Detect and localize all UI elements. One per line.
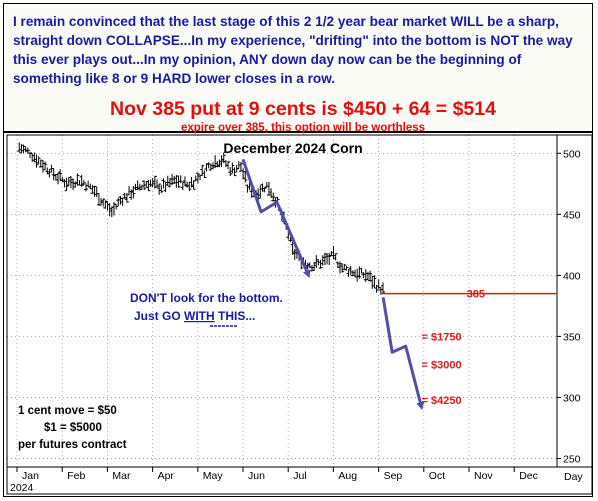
y-axis-ticks: 250 300 350 400 450 500	[557, 148, 581, 465]
price-bar	[101, 198, 106, 207]
price-bar	[357, 266, 362, 279]
price-bar	[228, 166, 233, 177]
price-bar	[368, 270, 373, 282]
x-tick-label-Nov: Nov	[474, 470, 493, 482]
contract-note-3: per futures contract	[18, 439, 127, 451]
callout-line-2-prefix: Just GO	[134, 309, 184, 323]
x-axis-ticks: Jan Feb Mar Apr May Jun Jul Aug Sep Oct Nov Dec	[16, 467, 538, 482]
price-bar	[21, 144, 26, 154]
x-tick-label-May: May	[203, 470, 224, 482]
price-bar	[64, 177, 69, 192]
price-bar	[230, 162, 235, 174]
x-axis-year-label: 2024	[10, 482, 34, 494]
price-bar	[327, 252, 332, 266]
x-axis-period-label: Day	[564, 471, 583, 483]
price-bar	[195, 172, 200, 184]
x-tick-label-Apr: Apr	[158, 470, 175, 482]
price-bar	[191, 180, 196, 190]
y-tick-label-300: 300	[563, 392, 581, 404]
price-bar	[103, 200, 108, 209]
contract-note-2: $1 = $5000	[44, 422, 102, 434]
x-tick-label-Jun: Jun	[248, 470, 265, 482]
price-bar	[92, 185, 97, 197]
x-tick-label-Mar: Mar	[112, 470, 131, 482]
chart-title: December 2024 Corn	[223, 140, 362, 156]
x-tick-label-Oct: Oct	[429, 470, 445, 482]
x-tick-label-Feb: Feb	[67, 470, 85, 482]
y-tick-label-450: 450	[563, 209, 581, 221]
x-tick-label-Dec: Dec	[519, 470, 538, 482]
option-value-label-2: = $3000	[422, 359, 462, 371]
price-bar	[372, 275, 377, 289]
commentary-text: I remain convinced that the last stage o…	[13, 14, 573, 86]
price-bar	[142, 180, 147, 190]
price-bar	[342, 263, 347, 271]
price-bar	[43, 161, 48, 170]
y-tick-label-400: 400	[563, 270, 581, 282]
x-axis-panel	[6, 466, 593, 495]
projection-arrows	[241, 158, 425, 411]
price-bar	[131, 185, 136, 199]
price-bar	[221, 152, 226, 164]
contract-note-1: 1 cent move = $50	[18, 405, 117, 417]
price-bar	[36, 156, 41, 165]
price-bar	[58, 169, 63, 182]
price-bar	[83, 183, 88, 192]
x-tick-label-Aug: Aug	[338, 470, 357, 482]
price-bar	[344, 265, 349, 271]
trade-subline: expire over 385, this option will be wor…	[180, 122, 426, 134]
price-bar	[146, 179, 151, 192]
price-bar	[28, 152, 33, 159]
price-bar	[238, 161, 243, 172]
callout-line-2-emphasis: WITH	[184, 309, 215, 323]
price-bar	[381, 282, 386, 294]
price-bar	[271, 192, 276, 202]
x-tick-label-Jan: Jan	[22, 470, 39, 482]
price-bar	[81, 180, 86, 186]
option-value-label-1: = $1750	[422, 331, 462, 343]
price-bar	[202, 170, 207, 178]
price-bar	[176, 175, 181, 188]
option-value-labels: = $1750 = $3000 = $4250	[422, 331, 462, 406]
price-bar	[25, 147, 30, 154]
price-bar	[159, 185, 164, 193]
price-bar	[178, 175, 183, 184]
price-bar	[187, 181, 192, 192]
price-bar	[318, 259, 323, 269]
callout-line-2-suffix: THIS...	[215, 309, 256, 323]
y-tick-label-350: 350	[563, 331, 581, 343]
x-tick-label-Sep: Sep	[384, 470, 403, 482]
price-bar	[226, 160, 231, 170]
price-bar	[114, 203, 119, 210]
price-bar	[34, 154, 39, 168]
projection-arrow-2	[381, 297, 425, 411]
strike-label: 385	[467, 289, 485, 301]
y-tick-label-500: 500	[563, 148, 581, 160]
price-bar	[340, 263, 345, 273]
price-bar	[232, 167, 237, 177]
projection-arrow-1	[241, 158, 311, 279]
gridlines	[7, 135, 557, 467]
x-tick-label-Jul: Jul	[293, 470, 306, 482]
price-bar	[157, 183, 162, 195]
callout-line-2: Just GO WITH THIS...	[134, 309, 255, 323]
strike-level: 385	[380, 289, 558, 301]
price-bar	[200, 164, 205, 177]
price-bar	[333, 253, 338, 261]
price-bar	[374, 284, 379, 293]
plot-area	[7, 135, 557, 467]
commentary-header: I remain convinced that the last stage o…	[4, 4, 592, 134]
trade-headline: Nov 385 put at 9 cents is $450 + 64 = $5…	[110, 98, 496, 120]
price-bar	[124, 192, 129, 203]
price-bar	[262, 187, 267, 193]
y-tick-label-250: 250	[563, 453, 581, 465]
option-value-label-3: = $4250	[422, 395, 462, 407]
callout-line-1: DON'T look for the bottom.	[130, 291, 283, 305]
price-bar	[243, 170, 248, 183]
price-bar	[152, 175, 157, 189]
price-bar	[75, 173, 80, 186]
price-bar	[161, 178, 166, 189]
y-axis-panel	[556, 134, 593, 468]
